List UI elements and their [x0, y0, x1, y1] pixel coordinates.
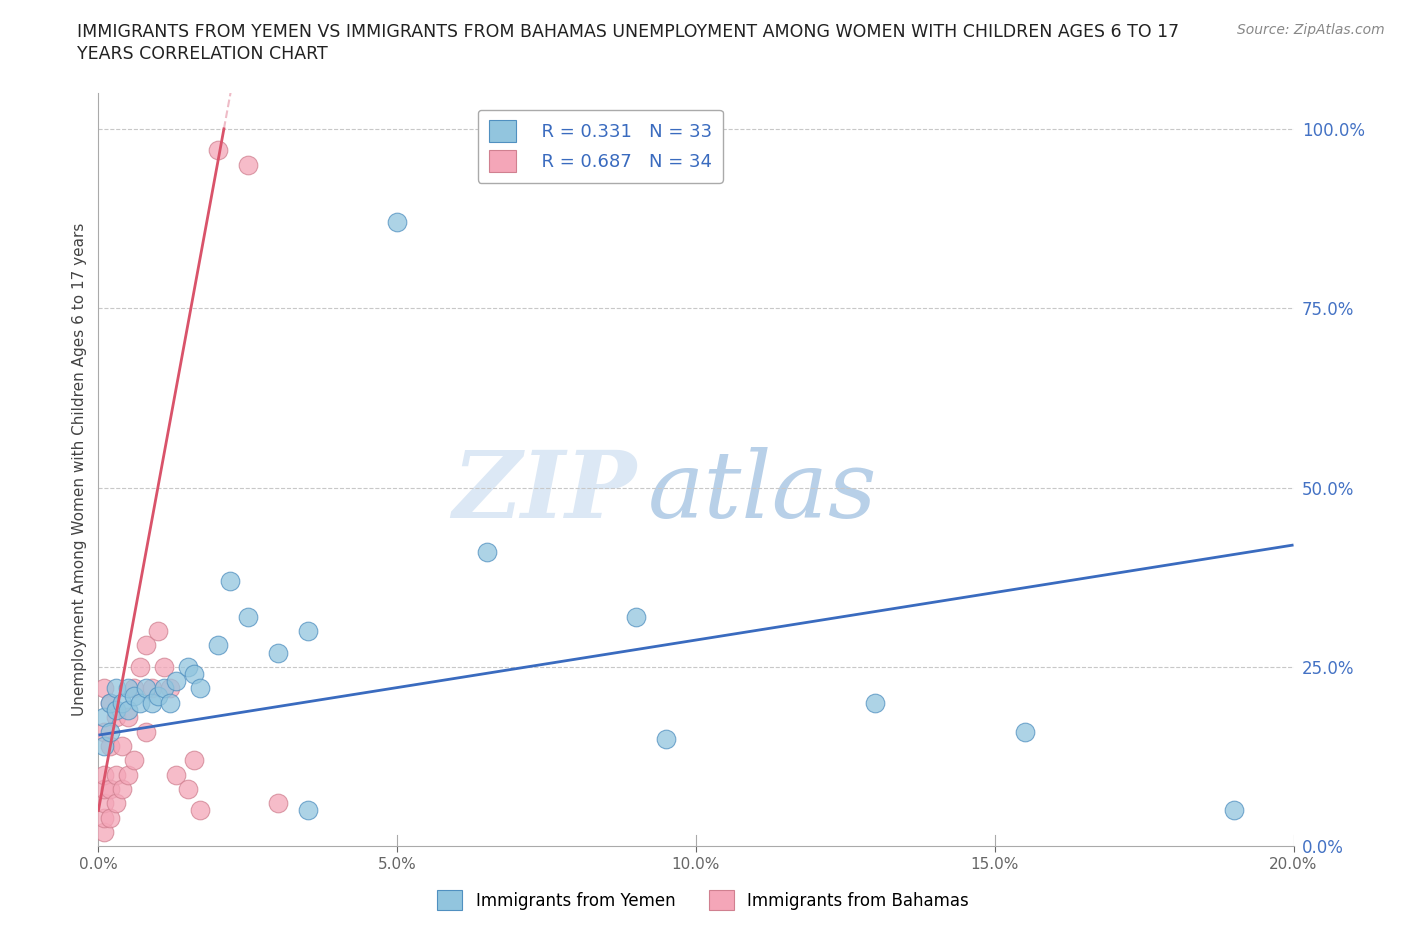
Point: [165, 767, 187, 782]
Point: [865, 696, 887, 711]
Point: [1223, 803, 1246, 817]
Point: [385, 215, 409, 230]
Point: [267, 645, 290, 660]
Point: [236, 157, 259, 172]
Point: [111, 696, 134, 711]
Point: [236, 609, 259, 624]
Legend:   R = 0.331   N = 33,   R = 0.687   N = 34: R = 0.331 N = 33, R = 0.687 N = 34: [478, 110, 723, 182]
Point: [183, 667, 205, 682]
Point: [117, 710, 139, 724]
Point: [124, 752, 146, 767]
Point: [93, 710, 115, 724]
Point: [177, 659, 200, 674]
Point: [153, 681, 176, 696]
Point: [93, 796, 115, 811]
Point: [117, 702, 139, 717]
Point: [159, 681, 181, 696]
Point: [93, 781, 115, 796]
Point: [177, 781, 200, 796]
Point: [655, 731, 678, 746]
Point: [129, 696, 152, 711]
Point: [98, 738, 122, 753]
Y-axis label: Unemployment Among Women with Children Ages 6 to 17 years: Unemployment Among Women with Children A…: [72, 223, 87, 716]
Point: [98, 781, 122, 796]
Point: [297, 803, 319, 817]
Point: [93, 681, 115, 696]
Point: [93, 825, 115, 840]
Text: IMMIGRANTS FROM YEMEN VS IMMIGRANTS FROM BAHAMAS UNEMPLOYMENT AMONG WOMEN WITH C: IMMIGRANTS FROM YEMEN VS IMMIGRANTS FROM…: [77, 23, 1180, 41]
Point: [135, 724, 157, 739]
Point: [111, 738, 134, 753]
Point: [159, 696, 181, 711]
Point: [105, 710, 128, 724]
Point: [165, 674, 187, 689]
Point: [105, 702, 128, 717]
Point: [105, 796, 128, 811]
Point: [207, 143, 229, 158]
Point: [117, 681, 139, 696]
Point: [183, 752, 205, 767]
Point: [93, 767, 115, 782]
Point: [153, 659, 176, 674]
Point: [98, 724, 122, 739]
Point: [267, 796, 290, 811]
Text: Source: ZipAtlas.com: Source: ZipAtlas.com: [1237, 23, 1385, 37]
Point: [93, 724, 115, 739]
Point: [475, 545, 498, 560]
Text: YEARS CORRELATION CHART: YEARS CORRELATION CHART: [77, 45, 328, 62]
Point: [219, 574, 242, 589]
Text: atlas: atlas: [648, 447, 877, 538]
Legend: Immigrants from Yemen, Immigrants from Bahamas: Immigrants from Yemen, Immigrants from B…: [430, 884, 976, 917]
Text: ZIP: ZIP: [451, 447, 637, 538]
Point: [188, 803, 211, 817]
Point: [626, 609, 648, 624]
Point: [148, 688, 170, 703]
Point: [117, 767, 139, 782]
Point: [124, 681, 146, 696]
Point: [98, 696, 122, 711]
Point: [141, 696, 163, 711]
Point: [98, 810, 122, 825]
Point: [148, 624, 170, 639]
Point: [105, 681, 128, 696]
Point: [111, 781, 134, 796]
Point: [1014, 724, 1036, 739]
Point: [297, 624, 319, 639]
Point: [105, 767, 128, 782]
Point: [124, 688, 146, 703]
Point: [98, 696, 122, 711]
Point: [93, 810, 115, 825]
Point: [141, 681, 163, 696]
Point: [93, 738, 115, 753]
Point: [188, 681, 211, 696]
Point: [129, 659, 152, 674]
Point: [135, 638, 157, 653]
Point: [207, 638, 229, 653]
Point: [135, 681, 157, 696]
